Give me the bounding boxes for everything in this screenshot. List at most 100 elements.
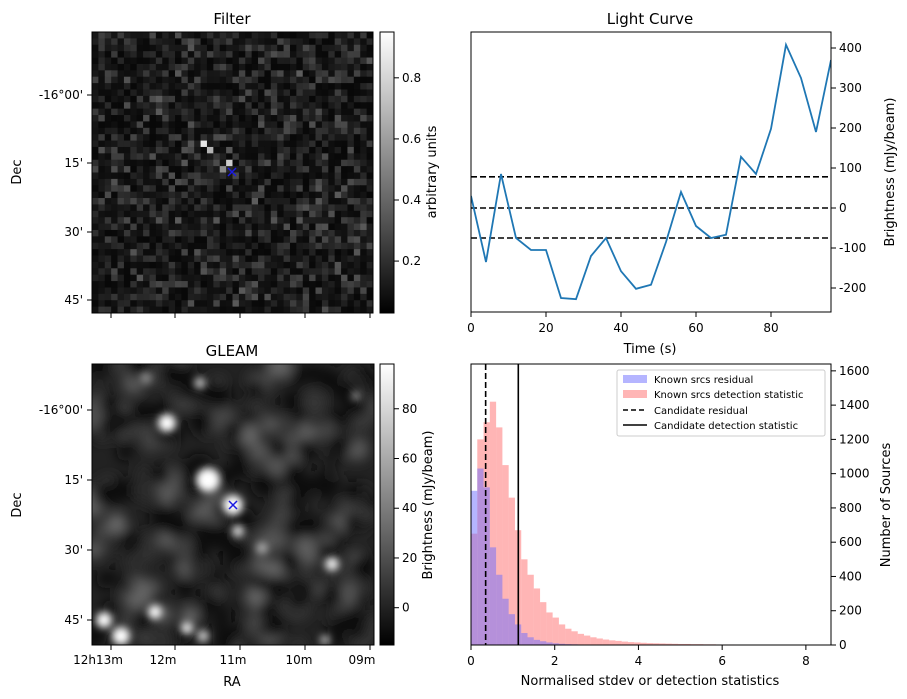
y-tick-label: 600 bbox=[839, 535, 862, 549]
y-tick-label: 0 bbox=[839, 201, 847, 215]
filter-image bbox=[92, 32, 374, 314]
gleam-ytick-label: 15' bbox=[64, 473, 83, 487]
histogram-bar bbox=[558, 643, 566, 645]
x-tick-label: 0 bbox=[467, 321, 475, 335]
colorbar-tick-label: 60 bbox=[402, 451, 417, 465]
histogram-y-axis: 0 200 400 600 800 1000 1200 1400 1600 bbox=[831, 364, 870, 652]
lightcurve-ylabel: Brightness (mJy/beam) bbox=[883, 98, 898, 247]
x-tick-label: 20 bbox=[538, 321, 553, 335]
legend-swatch-detection bbox=[623, 390, 647, 398]
histogram-bar bbox=[558, 624, 566, 645]
filter-y-axis: Dec -16°00' 15' 30' 45' bbox=[10, 88, 92, 307]
filter-panel: Filter Dec -16°00' 15' 30' 45' 0.2 0.4 0.6… bbox=[10, 10, 440, 318]
histogram-bar bbox=[634, 642, 641, 645]
histogram-bar bbox=[521, 559, 528, 645]
histogram-bar bbox=[590, 637, 597, 645]
colorbar-tick-label: 0.8 bbox=[402, 71, 421, 85]
x-tick-label: 80 bbox=[763, 321, 778, 335]
gleam-xtick-label: 09m bbox=[349, 653, 376, 667]
y-tick-label: 200 bbox=[839, 121, 862, 135]
histogram-bar bbox=[640, 642, 647, 645]
x-tick-label: 40 bbox=[613, 321, 628, 335]
histogram-bar bbox=[540, 602, 547, 645]
histogram-bar bbox=[496, 574, 503, 645]
gleam-xlabel: RA bbox=[223, 675, 241, 690]
histogram-bar bbox=[527, 637, 534, 645]
histogram-bar bbox=[496, 427, 503, 645]
legend-label: Known srcs detection statistic bbox=[654, 390, 803, 401]
gleam-ytick-label: 45' bbox=[64, 613, 83, 627]
histogram-bar bbox=[508, 497, 515, 645]
histogram-bar bbox=[577, 633, 585, 645]
histogram-bar bbox=[671, 643, 679, 645]
histogram-bar bbox=[533, 588, 541, 645]
x-tick-label: 0 bbox=[467, 654, 475, 668]
histogram-bars bbox=[471, 401, 829, 645]
filter-ytick-label: 30' bbox=[64, 225, 83, 239]
lightcurve-y-axis: -200 -100 0 100 200 300 400 bbox=[831, 41, 866, 295]
lightcurve-threshold-lines bbox=[471, 176, 831, 239]
y-tick-label: 400 bbox=[839, 41, 862, 55]
histogram-bar bbox=[546, 642, 553, 645]
histogram-bar bbox=[540, 641, 547, 645]
histogram-legend: Known srcs residual Known srcs detection… bbox=[616, 369, 826, 437]
histogram-bar bbox=[571, 631, 578, 645]
y-tick-label: 800 bbox=[839, 501, 862, 515]
gleam-ylabel: Dec bbox=[10, 492, 25, 517]
legend-label: Known srcs residual bbox=[654, 375, 753, 386]
filter-colorbar: 0.2 0.4 0.6 0.8 arbitrary units bbox=[379, 31, 440, 314]
histogram-bar bbox=[508, 614, 515, 645]
marker-x-stroke bbox=[228, 500, 238, 510]
x-tick-label: 8 bbox=[802, 654, 810, 668]
histogram-bar bbox=[552, 617, 559, 645]
histogram-bar bbox=[653, 643, 660, 645]
legend-label: Candidate residual bbox=[654, 406, 748, 417]
y-tick-label: 100 bbox=[839, 161, 862, 175]
histogram-bar bbox=[477, 468, 484, 645]
filter-x-ticks bbox=[110, 313, 371, 318]
legend-label: Candidate detection statistic bbox=[654, 421, 798, 432]
filter-ytick-label: 45' bbox=[64, 293, 83, 307]
colorbar-tick-label: 0.6 bbox=[402, 132, 421, 146]
histogram-bar bbox=[659, 643, 666, 645]
y-tick-label: 400 bbox=[839, 569, 862, 583]
histogram-bar bbox=[565, 628, 572, 645]
gleam-colorbar: 0 20 40 60 80 Brightness (mJy/beam) bbox=[379, 363, 436, 646]
gleam-ytick-label: 30' bbox=[64, 543, 83, 557]
histogram-x-axis: 0 2 4 6 8 bbox=[467, 645, 810, 668]
filter-colorbar-label: arbitrary units bbox=[425, 125, 440, 218]
gleam-title: GLEAM bbox=[206, 342, 259, 360]
colorbar-tick-label: 80 bbox=[402, 402, 417, 416]
lightcurve-x-axis: 0 20 40 60 80 bbox=[467, 312, 779, 335]
filter-source-marker bbox=[227, 167, 237, 177]
histogram-ylabel: Number of Sources bbox=[879, 443, 894, 568]
histogram-bar bbox=[471, 490, 478, 645]
filter-ylabel: Dec bbox=[10, 159, 25, 184]
histogram-bar bbox=[621, 641, 628, 645]
legend-swatch-residual bbox=[623, 375, 647, 383]
colorbar-tick-label: 0.4 bbox=[402, 193, 421, 207]
histogram-bar bbox=[602, 639, 610, 645]
histogram-xlabel: Normalised stdev or detection statistics bbox=[521, 674, 780, 689]
histogram-bar bbox=[483, 487, 490, 645]
x-tick-label: 60 bbox=[688, 321, 703, 335]
histogram-bar bbox=[665, 643, 672, 645]
marker-x-stroke bbox=[227, 167, 237, 177]
histogram-bar bbox=[489, 401, 497, 645]
lightcurve-axes-frame bbox=[470, 31, 832, 313]
histogram-bar bbox=[584, 635, 591, 645]
y-tick-label: -200 bbox=[839, 281, 866, 295]
y-tick-label: 0 bbox=[839, 638, 847, 652]
histogram-bar bbox=[684, 643, 691, 645]
histogram-bar bbox=[615, 640, 622, 645]
histogram-bar bbox=[627, 642, 635, 645]
y-tick-label: 1400 bbox=[839, 398, 870, 412]
colorbar-tick-label: 20 bbox=[402, 551, 417, 565]
histogram-bar bbox=[678, 643, 685, 645]
gleam-source-marker bbox=[228, 500, 238, 510]
filter-axes-frame bbox=[91, 31, 374, 314]
x-tick-label: 6 bbox=[718, 654, 726, 668]
colorbar-tick-label: 40 bbox=[402, 501, 417, 515]
histogram-panel: 0 2 4 6 8 0 200 400 600 800 1000 1200 1400 1600 Norm… bbox=[467, 363, 894, 689]
